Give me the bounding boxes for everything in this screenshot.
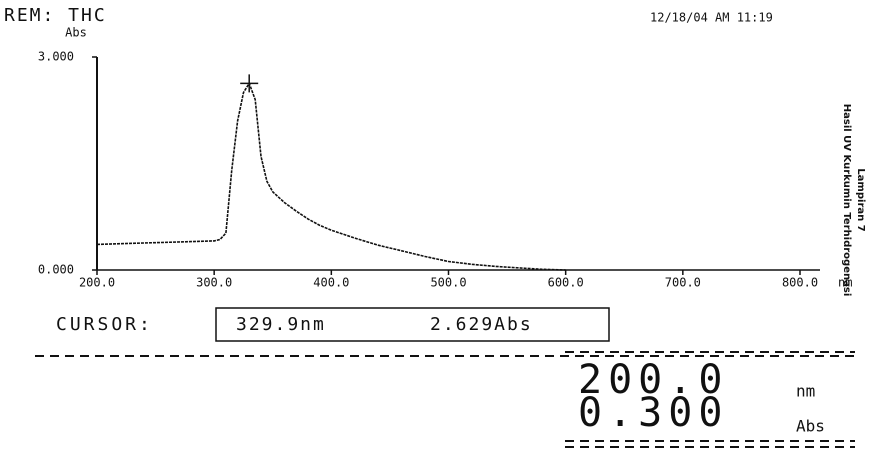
x-tick-label: 300.0 bbox=[196, 276, 232, 290]
remark: REM: THC bbox=[4, 5, 107, 26]
side-note: Lampiran 7 bbox=[855, 168, 866, 231]
readout-wavelength-unit: nm bbox=[796, 382, 815, 401]
cursor-x: 329.9nm bbox=[236, 314, 326, 335]
page: REM: THC 12/18/04 AM 11:19 Abs nm CURSOR… bbox=[0, 0, 877, 455]
timestamp: 12/18/04 AM 11:19 bbox=[650, 11, 773, 25]
spectrum-line bbox=[97, 83, 566, 270]
x-tick-label: 500.0 bbox=[430, 276, 466, 290]
chart: REM: THC 12/18/04 AM 11:19 Abs nm CURSOR… bbox=[0, 0, 877, 455]
x-tick-label: 600.0 bbox=[548, 276, 584, 290]
y-tick-label: 0.000 bbox=[38, 263, 74, 277]
readout-absorbance-unit: Abs bbox=[796, 417, 825, 436]
x-tick-label: 800.0 bbox=[782, 276, 818, 290]
x-tick-label: 400.0 bbox=[313, 276, 349, 290]
readout-absorbance: 0.300 bbox=[578, 390, 728, 436]
x-tick-label: 700.0 bbox=[665, 276, 701, 290]
cursor-label: CURSOR: bbox=[56, 314, 153, 335]
y-unit: Abs bbox=[65, 26, 87, 40]
side-note: Hasil UV Kurkumin Terhidrogenasi bbox=[841, 104, 852, 297]
cursor-marker bbox=[240, 74, 258, 92]
x-tick-label: 200.0 bbox=[79, 276, 115, 290]
y-tick-label: 3.000 bbox=[38, 50, 74, 64]
cursor-y: 2.629Abs bbox=[430, 314, 533, 335]
